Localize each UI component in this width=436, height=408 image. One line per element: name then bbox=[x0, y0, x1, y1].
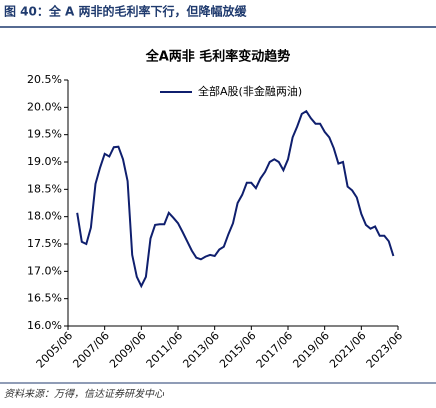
x-tick-label: 2015/06 bbox=[217, 329, 259, 371]
chart-title: 全A两非 毛利率变动趋势 bbox=[145, 49, 291, 65]
y-tick-label: 20.0% bbox=[27, 100, 62, 113]
x-tick-label: 2009/06 bbox=[107, 329, 149, 371]
x-tick-label: 2023/06 bbox=[364, 329, 406, 371]
x-tick-label: 2017/06 bbox=[254, 329, 296, 371]
x-tick-label: 2007/06 bbox=[70, 329, 112, 371]
y-tick-label: 20.5% bbox=[27, 73, 62, 86]
source: 资料来源：万得，信达证券研发中心 bbox=[4, 388, 165, 400]
y-tick-label: 18.0% bbox=[27, 210, 62, 223]
caption: 图 40：全 A 两非的毛利率下行，但降幅放缓 bbox=[4, 4, 248, 19]
y-tick-label: 17.0% bbox=[27, 264, 62, 277]
x-tick-label: 2019/06 bbox=[290, 329, 332, 371]
x-tick-label: 2013/06 bbox=[180, 329, 222, 371]
line-series bbox=[76, 109, 395, 289]
x-tick-label: 2005/06 bbox=[34, 329, 76, 371]
x-tick-label: 2011/06 bbox=[144, 329, 186, 371]
legend-label: 全部A股(非金融两油) bbox=[198, 84, 302, 98]
y-tick-label: 17.5% bbox=[27, 237, 62, 250]
y-tick-label: 19.0% bbox=[27, 155, 62, 168]
y-tick-label: 16.5% bbox=[27, 292, 62, 305]
x-tick-label: 2021/06 bbox=[327, 329, 369, 371]
y-tick-label: 18.5% bbox=[27, 182, 62, 195]
y-tick-label: 19.5% bbox=[27, 128, 62, 141]
y-tick-label: 16.0% bbox=[27, 319, 62, 332]
